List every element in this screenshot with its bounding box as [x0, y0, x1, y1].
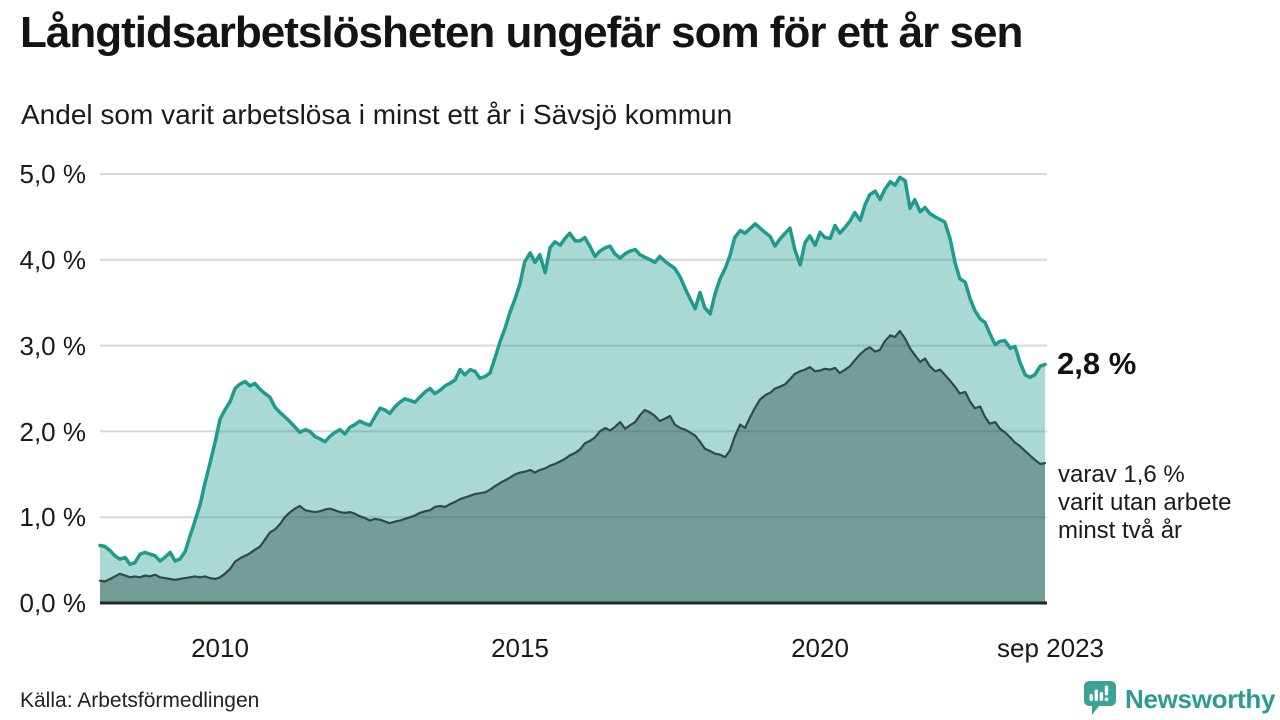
annotation-line-1: varav 1,6 % — [1058, 461, 1185, 488]
series1-end-value-label: 2,8 % — [1057, 346, 1137, 382]
x-tick-2010: 2010 — [191, 633, 249, 663]
x-tick-sep-2023: sep 2023 — [997, 633, 1104, 663]
annotation-line-3: minst två år — [1058, 517, 1183, 544]
gridlines — [100, 173, 1047, 519]
page-subtitle: Andel som varit arbetslösa i minst ett å… — [21, 99, 733, 130]
brand-logo: Newsworthy — [1083, 679, 1275, 719]
annotation-line-2: varit utan arbete — [1058, 489, 1232, 516]
y-tick-5: 5,0 % — [19, 159, 87, 189]
area-minst-ett-ar — [100, 177, 1045, 603]
brand-name: Newsworthy — [1125, 683, 1276, 714]
y-tick-4: 4,0 % — [19, 245, 87, 275]
y-tick-3: 3,0 % — [19, 331, 87, 361]
page-title: Långtidsarbetslösheten ungefär som för e… — [20, 8, 1023, 57]
source-caption: Källa: Arbetsförmedlingen — [20, 689, 260, 712]
y-tick-1: 1,0 % — [19, 502, 87, 532]
newsworthy-bubble-chart-icon — [1084, 681, 1116, 715]
line-minst-tva-ar — [98, 329, 1047, 583]
y-tick-0: 0,0 % — [19, 588, 87, 618]
line-minst-ett-ar — [98, 175, 1047, 567]
x-tick-2020: 2020 — [791, 633, 849, 663]
series2-annotation: varav 1,6 % varit utan arbete minst två … — [1058, 461, 1231, 545]
y-tick-2: 2,0 % — [19, 417, 87, 447]
area-minst-tva-ar — [100, 331, 1045, 603]
x-tick-2015: 2015 — [491, 633, 549, 663]
